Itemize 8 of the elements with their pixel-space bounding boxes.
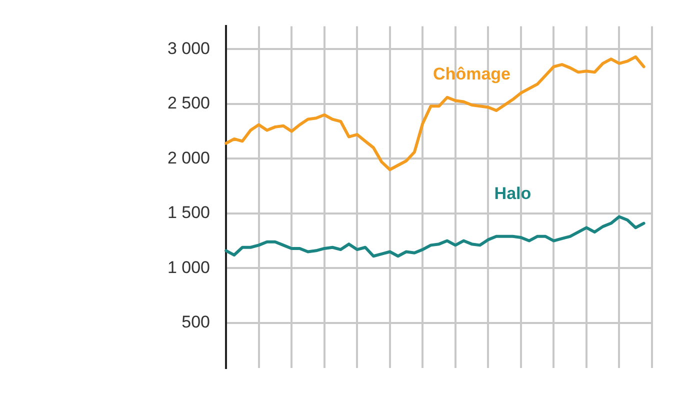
series-label: Halo <box>494 184 532 204</box>
y-tick-label: 2 500 <box>167 94 210 113</box>
y-tick-label: 500 <box>182 312 210 332</box>
y-tick-label: 3 000 <box>167 38 210 58</box>
series-label: Chômage <box>433 64 511 84</box>
y-tick-label: 1 500 <box>167 203 210 222</box>
y-tick-label: 2 000 <box>167 148 210 168</box>
y-tick-label: 1 000 <box>167 258 210 277</box>
